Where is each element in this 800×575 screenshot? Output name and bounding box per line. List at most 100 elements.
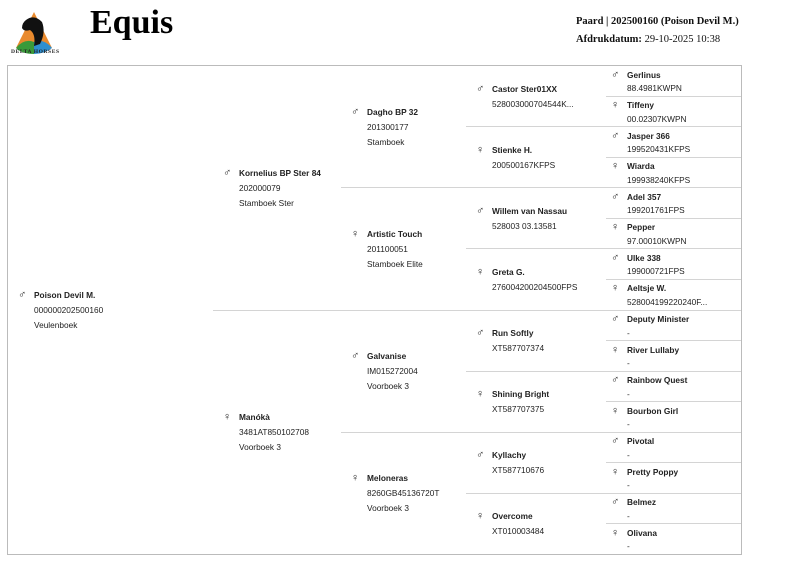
parents: ♂ Run Softly XT587707374 ♂ Deputy Minister - ♀… (466, 311, 741, 432)
male-icon: ♂ (611, 129, 620, 142)
horse-entry[interactable]: ♂ Rainbow Quest - (606, 372, 741, 402)
studbook: Stamboek Elite (367, 258, 423, 269)
horse-name-row: ♀ Stienke H. (476, 142, 606, 158)
horse-entry[interactable]: ♂ Kyllachy XT587710676 (466, 433, 606, 493)
horse-name: Greta G. (492, 266, 525, 277)
horse-name: Wiarda (627, 161, 655, 172)
parents: ♂ Galvanise IM015272004 Voorboek 3 ♂ Run Soft… (341, 311, 741, 555)
pedigree-node: ♀ Bourbon Girl - (606, 402, 741, 432)
horse-entry[interactable]: ♀ Olivana - (606, 524, 741, 554)
horse-name-row: ♀ Greta G. (476, 264, 606, 280)
parents: ♂ Belmez - ♀ Olivana - (606, 494, 741, 554)
horse-entry[interactable]: ♂ Willem van Nassau 528003 03.13581 (466, 188, 606, 248)
parents: ♂ Dagho BP 32 201300177 Stamboek ♂ Castor Ste… (341, 66, 741, 310)
pedigree-node: ♂ Dagho BP 32 201300177 Stamboek ♂ Castor Ste… (341, 66, 741, 189)
male-icon: ♂ (476, 204, 485, 217)
male-icon: ♂ (351, 105, 360, 118)
horse-name: Overcome (492, 511, 533, 522)
horse-entry[interactable]: ♂ Jasper 366 199520431KFPS (606, 127, 741, 157)
horse-entry[interactable]: ♂ Run Softly XT587707374 (466, 311, 606, 371)
horse-name-row: ♂ Rainbow Quest (611, 374, 741, 387)
horse-number: 199201761FPS (627, 205, 685, 216)
horse-name: Shining Bright (492, 389, 550, 400)
studbook: Voorboek 3 (367, 381, 409, 392)
female-icon: ♀ (611, 526, 620, 539)
parents: ♂ Pivotal - ♀ Pretty Poppy - (606, 433, 741, 493)
female-icon: ♀ (223, 411, 232, 424)
horse-name: Bourbon Girl (627, 405, 679, 416)
horse-number: 528003 03.13581 (492, 220, 557, 231)
female-icon: ♀ (611, 221, 620, 234)
horse-name-row: ♂ Poison Devil M. (18, 287, 213, 303)
horse-entry[interactable]: ♀ Wiarda 199938240KFPS (606, 158, 741, 188)
pedigree-node: ♂ Jasper 366 199520431KFPS (606, 127, 741, 158)
horse-name-row: ♂ Run Softly (476, 325, 606, 341)
horse-name-row: ♀ Aeltsje W. (611, 282, 741, 295)
horse-entry[interactable]: ♂ Deputy Minister - (606, 311, 741, 341)
horse-entry[interactable]: ♂ Ulke 338 199000721FPS (606, 249, 741, 279)
horse-entry[interactable]: ♂ Gerlinus 88.4981KWPN (606, 66, 741, 96)
horse-name-row: ♀ Pepper (611, 221, 741, 234)
pedigree-node: ♀ Stienke H. 200500167KFPS ♂ Jasper 366 19952… (466, 127, 741, 187)
horse-name: Poison Devil M. (34, 290, 96, 300)
horse-entry[interactable]: ♂ Belmez - (606, 494, 741, 524)
horse-entry[interactable]: ♂ Adel 357 199201761FPS (606, 188, 741, 218)
horse-name-row: ♀ Olivana (611, 526, 741, 539)
parents: ♂ Gerlinus 88.4981KWPN ♀ Tiffeny 00.02307KWPN (606, 66, 741, 126)
female-icon: ♀ (611, 282, 620, 295)
horse-number: - (627, 449, 630, 460)
horse-entry[interactable]: ♀ Pepper 97.00010KWPN (606, 219, 741, 249)
horse-number: 528003000704544K... (492, 98, 574, 109)
pedigree-node: ♂ Willem van Nassau 528003 03.13581 ♂ Adel 3… (466, 188, 741, 250)
parents: ♂ Deputy Minister - ♀ River Lullaby - (606, 311, 741, 371)
horse-name: Castor Ster01XX (492, 83, 558, 94)
horse-entry[interactable]: ♂ Pivotal - (606, 433, 741, 463)
horse-number: XT587710676 (492, 465, 545, 476)
horse-entry[interactable]: ♀ Greta G. 276004200204500FPS (466, 249, 606, 309)
horse-number: - (627, 388, 630, 399)
female-icon: ♀ (476, 388, 485, 401)
pedigree-node: ♂ Kornelius BP Ster 84 202000079 Stamboek S… (213, 66, 741, 311)
pedigree-node: ♂ Deputy Minister - (606, 311, 741, 342)
male-icon: ♂ (611, 190, 620, 203)
female-icon: ♀ (476, 265, 485, 278)
horse-name-row: ♂ Willem van Nassau (476, 203, 606, 219)
horse-name-row: ♀ Overcome (476, 508, 606, 524)
horse-name-row: ♂ Jasper 366 (611, 129, 741, 142)
horse-name-row: ♀ River Lullaby (611, 343, 741, 356)
pedigree-node: ♀ Wiarda 199938240KFPS (606, 158, 741, 188)
horse-entry[interactable]: ♂ Poison Devil M. 000000202500160 Veulenboe… (8, 66, 213, 554)
horse-entry[interactable]: ♀ Meloneras 8260GB45136720T Voorboek 3 (341, 433, 466, 554)
parents: ♂ Adel 357 199201761FPS ♀ Pepper 97.00010KWPN (606, 188, 741, 248)
horse-name: Run Softly (492, 328, 534, 339)
parents: ♂ Jasper 366 199520431KFPS ♀ Wiarda 199938240… (606, 127, 741, 187)
male-icon: ♂ (611, 68, 620, 81)
horse-entry[interactable]: ♀ Tiffeny 00.02307KWPN (606, 97, 741, 127)
horse-entry[interactable]: ♂ Dagho BP 32 201300177 Stamboek (341, 66, 466, 187)
horse-name-row: ♀ Tiffeny (611, 99, 741, 112)
horse-entry[interactable]: ♀ Overcome XT010003484 (466, 494, 606, 554)
male-icon: ♂ (611, 374, 620, 387)
horse-entry[interactable]: ♂ Galvanise IM015272004 Voorboek 3 (341, 311, 466, 432)
horse-entry[interactable]: ♂ Castor Ster01XX 528003000704544K... (466, 66, 606, 126)
male-icon: ♂ (18, 289, 27, 301)
horse-entry[interactable]: ♀ Aeltsje W. 528004199220240F... (606, 280, 741, 310)
studbook: Voorboek 3 (239, 442, 281, 453)
horse-entry[interactable]: ♀ Manókà 3481AT850102708 Voorboek 3 (213, 311, 341, 555)
horse-name-row: ♀ Pretty Poppy (611, 465, 741, 478)
horse-name: Kornelius BP Ster 84 (239, 167, 321, 178)
horse-name: Artistic Touch (367, 228, 423, 239)
horse-entry[interactable]: ♀ Shining Bright XT587707375 (466, 372, 606, 432)
horse-entry[interactable]: ♀ Bourbon Girl - (606, 402, 741, 432)
print-date-line: Afdrukdatum: 29-10-2025 10:38 (576, 34, 720, 45)
horse-entry[interactable]: ♀ River Lullaby - (606, 341, 741, 371)
horse-entry[interactable]: ♀ Stienke H. 200500167KFPS (466, 127, 606, 187)
horse-number: 8260GB45136720T (367, 488, 440, 499)
horse-name: Stienke H. (492, 144, 533, 155)
male-icon: ♂ (611, 251, 620, 264)
horse-entry[interactable]: ♂ Kornelius BP Ster 84 202000079 Stamboek S… (213, 66, 341, 310)
female-icon: ♀ (351, 227, 360, 240)
horse-entry[interactable]: ♀ Artistic Touch 201100051 Stamboek Elite (341, 188, 466, 309)
horse-name-row: ♀ Wiarda (611, 160, 741, 173)
horse-entry[interactable]: ♀ Pretty Poppy - (606, 463, 741, 493)
